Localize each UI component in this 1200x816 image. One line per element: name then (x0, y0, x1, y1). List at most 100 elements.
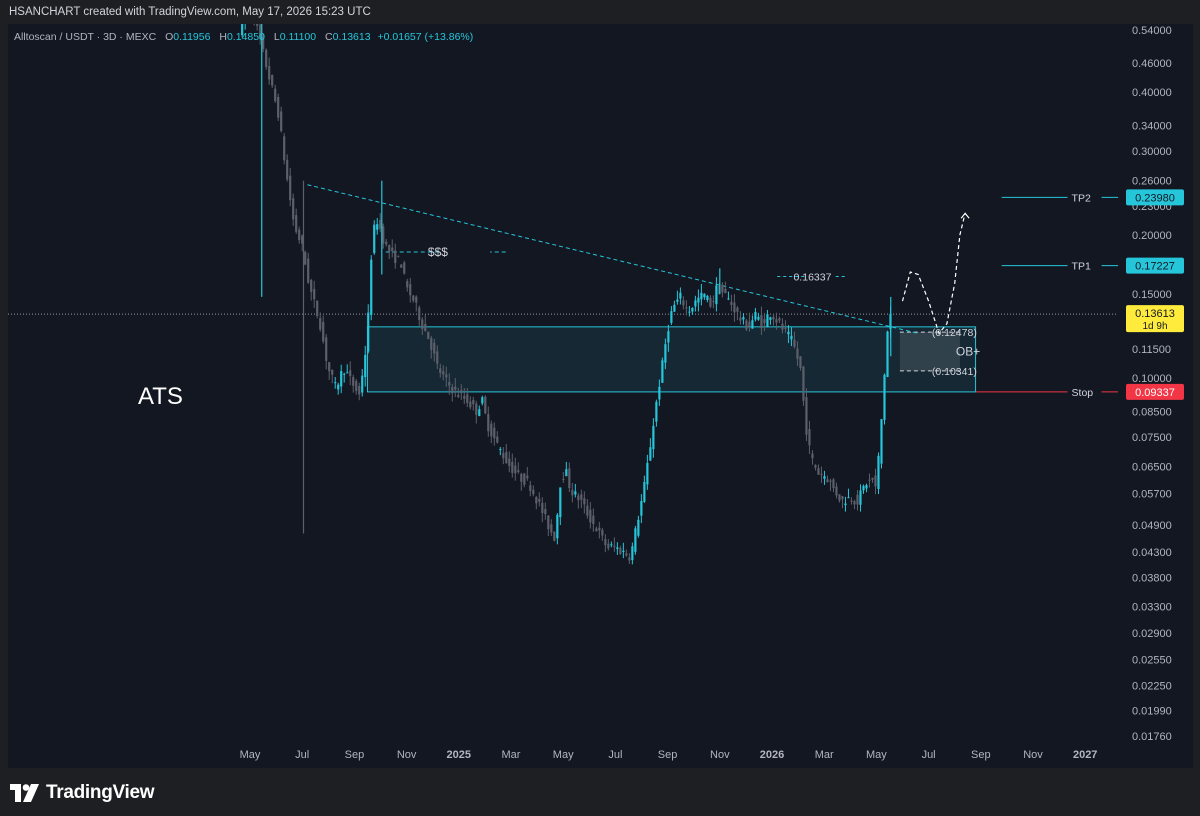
candle-body (679, 292, 682, 299)
candle-body (667, 331, 670, 343)
candle-body (616, 547, 619, 549)
candle-body (625, 553, 628, 556)
candle-body (349, 370, 352, 377)
liquidity-label: $$$ (428, 245, 448, 259)
candle-body (664, 344, 667, 363)
candle-body (376, 224, 379, 230)
candle-body (859, 490, 862, 505)
time-tick-label: Mar (502, 749, 521, 761)
candle-body (343, 373, 346, 375)
candle-body (628, 557, 631, 561)
candle-body (787, 331, 790, 335)
price-chart[interactable]: 0.54000 0.46000 0.40000 0.34000 0.30000 0.260… (8, 24, 1193, 768)
candle-body (808, 429, 811, 446)
candle-body (322, 321, 325, 342)
candle-body (523, 473, 526, 485)
chart-frame[interactable]: 0.54000 0.46000 0.40000 0.34000 0.30000 0.260… (8, 24, 1193, 768)
price-label-text: 0.23980 (1135, 192, 1175, 204)
candle-body (292, 198, 295, 220)
candle-body (556, 514, 559, 539)
candle-body (295, 215, 298, 232)
candle-body (304, 251, 307, 265)
candle-body (847, 497, 850, 499)
candle-body (838, 494, 841, 501)
candle-body (466, 394, 469, 404)
order-block-box[interactable] (899, 332, 960, 371)
candle-body (697, 297, 700, 303)
close-key: C (325, 31, 333, 43)
candle-body (310, 280, 313, 292)
candle-body (877, 455, 880, 490)
candle-body (436, 351, 439, 364)
demand-zone-box[interactable] (366, 326, 977, 393)
candle-body (835, 486, 838, 496)
price-tick-label: 0.04300 (1132, 547, 1172, 559)
candle-body (394, 250, 397, 264)
candle-body (874, 475, 877, 487)
time-tick-label: May (240, 749, 261, 761)
candle-body (781, 323, 784, 330)
candle-body (622, 550, 625, 553)
candle-body (511, 461, 514, 473)
candle-body (805, 396, 808, 435)
order-block-bottom-label: (0.10341) (932, 366, 977, 378)
candle-body (535, 496, 538, 504)
candle-body (514, 465, 517, 474)
price-tick-label: 0.02250 (1132, 680, 1172, 692)
last-price-label[interactable] (1126, 305, 1184, 333)
candle-body (823, 476, 826, 479)
candle-body (712, 301, 715, 303)
price-tick-label: 0.01760 (1132, 731, 1172, 743)
candle-body (451, 386, 454, 394)
candle-body (361, 375, 364, 393)
candle-body (613, 545, 616, 547)
candle-body (574, 491, 577, 495)
candle-body (607, 543, 610, 549)
candle-body (739, 317, 742, 321)
candle-body (505, 452, 508, 464)
price-tick-label: 0.02900 (1132, 628, 1172, 640)
price-tick-label: 0.06500 (1132, 462, 1172, 474)
candle-body (433, 342, 436, 354)
candle-body (262, 36, 265, 50)
candle-body (493, 427, 496, 439)
price-label-stop[interactable] (1126, 383, 1184, 400)
candle-body (457, 395, 460, 398)
candle-body (337, 384, 340, 390)
candle-body (706, 295, 709, 301)
candle-body (487, 413, 490, 432)
time-tick-label: 2027 (1073, 749, 1097, 761)
candle-body (529, 485, 532, 491)
candle-body (784, 328, 787, 330)
price-tick-label: 0.07500 (1132, 432, 1172, 444)
candle-body (766, 314, 769, 328)
price-label-tp2[interactable] (1126, 189, 1184, 206)
candle-body (448, 382, 451, 386)
candle-body (301, 235, 304, 244)
candle-body (406, 281, 409, 288)
price-tick-label: 0.08500 (1132, 406, 1172, 418)
price-label-tp1[interactable] (1126, 257, 1184, 274)
tradingview-brand[interactable]: TradingView (10, 782, 155, 804)
candle-body (256, 24, 259, 26)
price-tick-label: 0.10000 (1132, 373, 1172, 385)
candle-body (538, 498, 541, 502)
candle-body (634, 528, 637, 552)
candle-body (814, 464, 817, 468)
candle-body (886, 331, 889, 377)
candle-body (328, 362, 331, 372)
candle-body (568, 468, 571, 489)
candle-body (742, 317, 745, 320)
candle-body (754, 311, 757, 320)
projection-path[interactable] (901, 213, 966, 335)
price-tick-label: 0.03300 (1132, 601, 1172, 613)
candle-body (670, 311, 673, 323)
price-tick-label: 0.15000 (1132, 289, 1172, 301)
descending-trendline[interactable] (307, 184, 919, 334)
candle-body (595, 528, 598, 532)
candle-body (268, 66, 271, 80)
candle-body (298, 229, 301, 241)
candle-body (412, 295, 415, 301)
candle-body (730, 301, 733, 305)
candle-body (370, 259, 373, 315)
